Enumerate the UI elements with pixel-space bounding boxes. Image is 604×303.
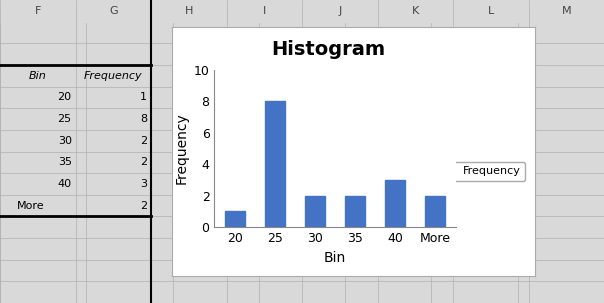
Bar (265, 101, 285, 227)
Text: 2: 2 (140, 201, 147, 211)
Text: Frequency: Frequency (84, 71, 143, 81)
X-axis label: Bin: Bin (324, 251, 346, 265)
Bar (345, 196, 365, 227)
Text: G: G (109, 6, 118, 16)
Bar (225, 211, 245, 227)
Text: 20: 20 (57, 92, 72, 102)
Text: Bin: Bin (29, 71, 47, 81)
Text: 2: 2 (140, 136, 147, 146)
Text: I: I (263, 6, 266, 16)
Text: 25: 25 (57, 114, 72, 124)
Y-axis label: Frequency: Frequency (174, 113, 188, 184)
Text: 3: 3 (140, 179, 147, 189)
Text: H: H (185, 6, 193, 16)
Text: L: L (487, 6, 494, 16)
Text: 35: 35 (58, 157, 72, 167)
Bar (305, 196, 325, 227)
Bar (425, 196, 445, 227)
Legend: Frequency: Frequency (428, 162, 525, 181)
Text: J: J (338, 6, 341, 16)
Text: K: K (411, 6, 419, 16)
Text: F: F (34, 6, 41, 16)
Text: 40: 40 (57, 179, 72, 189)
Text: 1: 1 (140, 92, 147, 102)
Bar (385, 180, 405, 227)
Text: 8: 8 (140, 114, 147, 124)
Text: 30: 30 (58, 136, 72, 146)
Text: More: More (18, 201, 45, 211)
Text: Histogram: Histogram (271, 40, 385, 59)
Text: M: M (562, 6, 571, 16)
Text: 2: 2 (140, 157, 147, 167)
